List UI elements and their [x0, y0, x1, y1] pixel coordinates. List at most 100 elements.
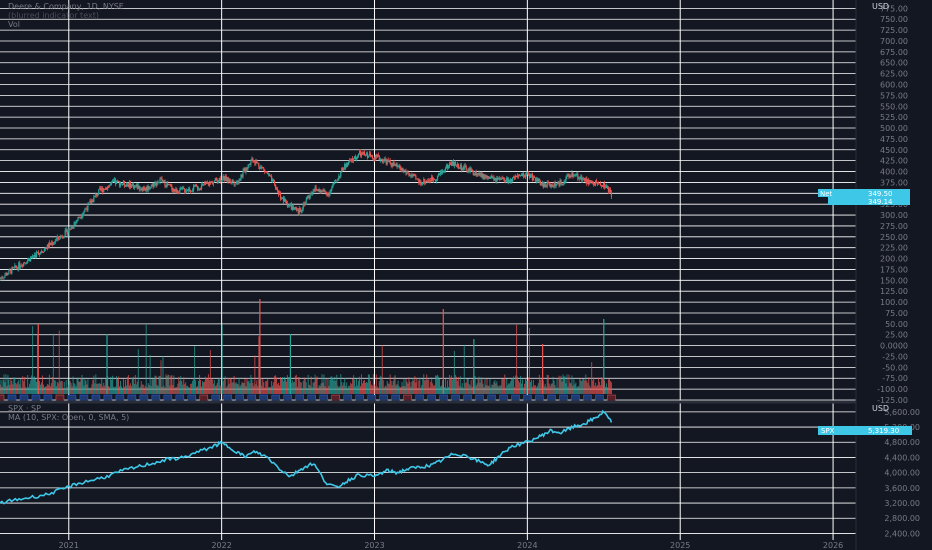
event-marker[interactable]	[235, 394, 245, 402]
lower-currency-label[interactable]: USD	[872, 404, 889, 413]
event-marker[interactable]	[451, 394, 460, 402]
volume-bar	[262, 378, 264, 394]
event-marker[interactable]	[547, 394, 556, 402]
candle-body	[535, 178, 537, 182]
volume-bar	[198, 381, 200, 394]
event-marker[interactable]	[7, 394, 17, 402]
event-marker[interactable]	[175, 394, 185, 402]
event-marker[interactable]	[307, 394, 316, 402]
event-marker[interactable]	[463, 394, 472, 402]
lower-legend-title[interactable]: SPX · SP	[8, 404, 41, 413]
event-marker[interactable]	[343, 394, 352, 402]
event-marker[interactable]	[475, 394, 484, 402]
event-marker[interactable]	[19, 394, 29, 402]
event-marker[interactable]	[211, 394, 221, 402]
candle-body	[286, 202, 289, 207]
volume-bar	[404, 386, 406, 394]
volume-bar	[449, 377, 451, 394]
event-marker[interactable]	[79, 394, 89, 402]
event-marker[interactable]	[319, 394, 328, 402]
event-marker[interactable]	[115, 394, 125, 402]
event-marker[interactable]	[283, 394, 292, 402]
event-marker[interactable]	[91, 394, 101, 402]
volume-bar	[453, 350, 455, 394]
candle-body	[272, 179, 274, 181]
main-legend-title[interactable]: Deere & Company, 1D, NYSE	[8, 2, 124, 11]
candle-body	[192, 190, 194, 192]
event-marker[interactable]	[199, 394, 209, 402]
event-marker[interactable]	[607, 394, 616, 402]
candle-body	[408, 173, 410, 176]
event-marker[interactable]	[523, 394, 532, 402]
event-marker[interactable]	[595, 394, 604, 402]
event-marker[interactable]	[43, 394, 53, 402]
volume-bar	[95, 374, 97, 394]
event-marker[interactable]	[559, 394, 568, 402]
volume-bar	[591, 362, 593, 394]
volume-bar	[340, 374, 342, 394]
candle-body	[0, 278, 1, 279]
event-marker[interactable]	[163, 394, 173, 402]
event-marker[interactable]	[427, 394, 436, 402]
event-marker[interactable]	[535, 394, 544, 402]
event-marker[interactable]	[487, 394, 496, 402]
volume-bar	[174, 387, 176, 394]
event-marker[interactable]	[583, 394, 592, 402]
candle-body	[265, 171, 267, 173]
candle-body	[95, 194, 97, 196]
candle-body	[225, 176, 227, 182]
event-marker[interactable]	[439, 394, 448, 402]
event-marker[interactable]	[331, 394, 340, 402]
event-marker[interactable]	[499, 394, 508, 402]
event-marker[interactable]	[391, 394, 400, 402]
event-marker[interactable]	[139, 394, 149, 402]
candle-body	[159, 178, 161, 183]
upper-currency-label[interactable]: USD	[872, 2, 889, 11]
volume-bar	[427, 379, 429, 394]
volume-bar	[594, 385, 596, 394]
volume-bar	[182, 384, 184, 394]
candlestick-series[interactable]	[0, 149, 613, 281]
candle-body	[98, 189, 100, 195]
event-marker[interactable]	[127, 394, 137, 402]
event-marker[interactable]	[67, 394, 77, 402]
candle-body	[209, 182, 211, 184]
event-marker[interactable]	[55, 394, 65, 402]
volume-bar	[436, 375, 438, 394]
candle-body	[531, 174, 534, 181]
candle-body	[248, 164, 250, 167]
spx-line-series[interactable]	[0, 409, 613, 505]
event-marker[interactable]	[31, 394, 41, 402]
price-tag-spx-label: SPX	[821, 427, 835, 435]
candle-body	[148, 186, 150, 189]
lower-legend-subtitle[interactable]: MA (10, SPX: Open, 0, SMA, 5)	[8, 413, 129, 422]
event-marker[interactable]	[103, 394, 113, 402]
event-marker[interactable]	[403, 394, 412, 402]
event-marker[interactable]	[295, 394, 304, 402]
event-marker[interactable]	[415, 394, 424, 402]
candle-body	[562, 183, 564, 185]
event-marker[interactable]	[259, 394, 269, 402]
event-marker[interactable]	[187, 394, 197, 402]
event-marker[interactable]	[247, 394, 257, 402]
time-axis[interactable]: 2021 2022 2023 2024 2025 2026	[59, 541, 844, 550]
candle-body	[136, 184, 138, 189]
event-marker[interactable]	[379, 394, 388, 402]
event-marker[interactable]	[511, 394, 520, 402]
event-marker[interactable]	[223, 394, 233, 402]
event-marker[interactable]	[355, 394, 364, 402]
event-marker[interactable]	[0, 394, 5, 402]
volume-bar	[72, 376, 74, 394]
upper-price-axis[interactable]: 775.00 750.00 725.00 700.00 675.00 650.00 625.…	[877, 4, 908, 405]
event-marker[interactable]	[271, 394, 280, 402]
event-marker[interactable]	[367, 394, 376, 402]
candle-body	[197, 188, 200, 190]
event-marker[interactable]	[571, 394, 580, 402]
candle-body	[382, 161, 384, 163]
lower-price-tick: 4,400.00	[884, 453, 920, 462]
event-marker[interactable]	[151, 394, 161, 402]
volume-legend[interactable]: Vol	[8, 20, 20, 29]
candle-body	[166, 183, 168, 187]
volume-bar	[322, 382, 324, 394]
